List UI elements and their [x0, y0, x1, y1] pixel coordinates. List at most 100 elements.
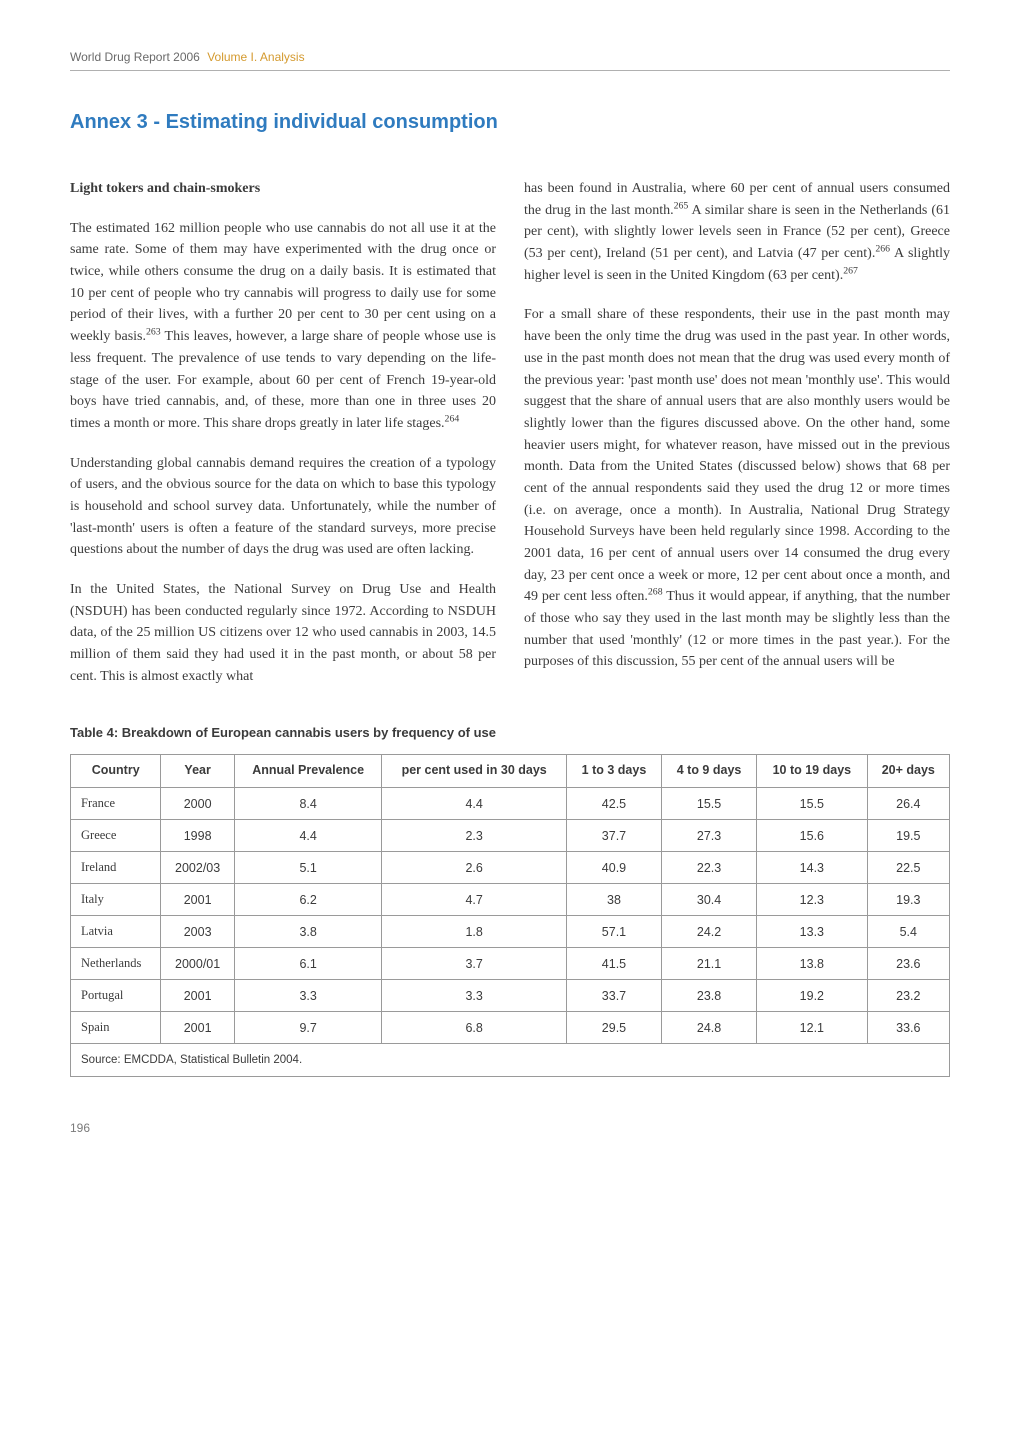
table-row: Spain20019.76.829.524.812.133.6 — [71, 1012, 950, 1044]
table-cell: 19.5 — [867, 820, 949, 852]
table-cell: 4.4 — [382, 788, 567, 820]
text-run: The estimated 162 million people who use… — [70, 221, 496, 344]
annex-title: Annex 3 - Estimating individual consumpt… — [70, 111, 950, 134]
th-year: Year — [161, 755, 234, 788]
table-cell: 22.3 — [662, 852, 757, 884]
table-cell: 15.5 — [662, 788, 757, 820]
table-row: Italy20016.24.73830.412.319.3 — [71, 884, 950, 916]
table-cell: 37.7 — [566, 820, 661, 852]
table-cell: 33.7 — [566, 980, 661, 1012]
table-cell: 23.8 — [662, 980, 757, 1012]
table-cell: 3.7 — [382, 948, 567, 980]
table-cell: 13.8 — [757, 948, 868, 980]
table-cell: 2000/01 — [161, 948, 234, 980]
table-cell: 41.5 — [566, 948, 661, 980]
table-cell: 23.6 — [867, 948, 949, 980]
table-cell: 13.3 — [757, 916, 868, 948]
table-cell: Netherlands — [71, 948, 161, 980]
table-cell: 2000 — [161, 788, 234, 820]
paragraph: has been found in Australia, where 60 pe… — [524, 178, 950, 286]
footnote-ref: 268 — [648, 587, 663, 598]
table-cell: 19.3 — [867, 884, 949, 916]
table-cell: 40.9 — [566, 852, 661, 884]
th-20plus: 20+ days — [867, 755, 949, 788]
footnote-ref: 267 — [843, 265, 858, 276]
table-cell: Italy — [71, 884, 161, 916]
left-column: Light tokers and chain-smokers The estim… — [70, 178, 496, 687]
table-cell: 6.1 — [234, 948, 382, 980]
table-cell: 24.8 — [662, 1012, 757, 1044]
table-cell: 22.5 — [867, 852, 949, 884]
table-cell: 8.4 — [234, 788, 382, 820]
th-label: 10 to 19 days — [773, 763, 852, 777]
table-row: Latvia20033.81.857.124.213.35.4 — [71, 916, 950, 948]
table-cell: 23.2 — [867, 980, 949, 1012]
page-number: 196 — [70, 1121, 950, 1135]
table-cell: 4.4 — [234, 820, 382, 852]
th-10to19: 10 to 19 days — [757, 755, 868, 788]
th-label: 20+ days — [882, 763, 935, 777]
table-caption: Table 4: Breakdown of European cannabis … — [70, 725, 950, 740]
paragraph: Understanding global cannabis demand req… — [70, 453, 496, 561]
table-cell: 6.8 — [382, 1012, 567, 1044]
table-header-row: Country Year Annual Prevalence per cent … — [71, 755, 950, 788]
footnote-ref: 263 — [146, 326, 161, 337]
table-cell: 30.4 — [662, 884, 757, 916]
th-label: 1 to 3 days — [582, 763, 647, 777]
th-1to3: 1 to 3 days — [566, 755, 661, 788]
table-cell: 2.6 — [382, 852, 567, 884]
table-cell: 38 — [566, 884, 661, 916]
th-label: Annual Prevalence — [252, 763, 364, 777]
table-cell: 5.1 — [234, 852, 382, 884]
table-cell: 33.6 — [867, 1012, 949, 1044]
table-cell: 4.7 — [382, 884, 567, 916]
th-country: Country — [71, 755, 161, 788]
table-cell: 14.3 — [757, 852, 868, 884]
paragraph: For a small share of these respondents, … — [524, 304, 950, 673]
running-head-title: World Drug Report 2006 — [70, 50, 200, 64]
table-cell: 1.8 — [382, 916, 567, 948]
running-head: World Drug Report 2006 Volume I. Analysi… — [70, 50, 950, 71]
table-cell: 19.2 — [757, 980, 868, 1012]
table-cell: Ireland — [71, 852, 161, 884]
table-cell: 21.1 — [662, 948, 757, 980]
footnote-ref: 266 — [875, 243, 890, 254]
text-run: In the United States, the National Surve… — [70, 582, 496, 684]
table-cell: 15.5 — [757, 788, 868, 820]
table-cell: 2.3 — [382, 820, 567, 852]
table-cell: 15.6 — [757, 820, 868, 852]
footnote-ref: 264 — [445, 413, 460, 424]
table-cell: 27.3 — [662, 820, 757, 852]
table-cell: 42.5 — [566, 788, 661, 820]
th-pcu: per cent used in 30 days — [382, 755, 567, 788]
table-cell: 12.1 — [757, 1012, 868, 1044]
th-annual: Annual Prevalence — [234, 755, 382, 788]
table-cell: 2003 — [161, 916, 234, 948]
table-source-row: Source: EMCDDA, Statistical Bulletin 200… — [71, 1044, 950, 1077]
section-subhead: Light tokers and chain-smokers — [70, 178, 496, 200]
frequency-table: Country Year Annual Prevalence per cent … — [70, 754, 950, 1077]
table-cell: 57.1 — [566, 916, 661, 948]
footnote-ref: 265 — [674, 200, 689, 211]
table-row: France20008.44.442.515.515.526.4 — [71, 788, 950, 820]
table-cell: Spain — [71, 1012, 161, 1044]
body-columns: Light tokers and chain-smokers The estim… — [70, 178, 950, 687]
th-4to9: 4 to 9 days — [662, 755, 757, 788]
table-cell: Latvia — [71, 916, 161, 948]
table-cell: 3.3 — [234, 980, 382, 1012]
table-cell: 6.2 — [234, 884, 382, 916]
table-cell: France — [71, 788, 161, 820]
text-run: Understanding global cannabis demand req… — [70, 456, 496, 558]
table-row: Portugal20013.33.333.723.819.223.2 — [71, 980, 950, 1012]
right-column: has been found in Australia, where 60 pe… — [524, 178, 950, 687]
table-cell: Greece — [71, 820, 161, 852]
table-cell: 24.2 — [662, 916, 757, 948]
table-cell: 9.7 — [234, 1012, 382, 1044]
table-body: France20008.44.442.515.515.526.4Greece19… — [71, 788, 950, 1044]
running-head-subtitle: Volume I. Analysis — [207, 50, 304, 64]
table-cell: 29.5 — [566, 1012, 661, 1044]
text-run: This leaves, however, a large share of p… — [70, 329, 496, 431]
table-cell: 1998 — [161, 820, 234, 852]
table-cell: Portugal — [71, 980, 161, 1012]
th-label: 4 to 9 days — [677, 763, 742, 777]
